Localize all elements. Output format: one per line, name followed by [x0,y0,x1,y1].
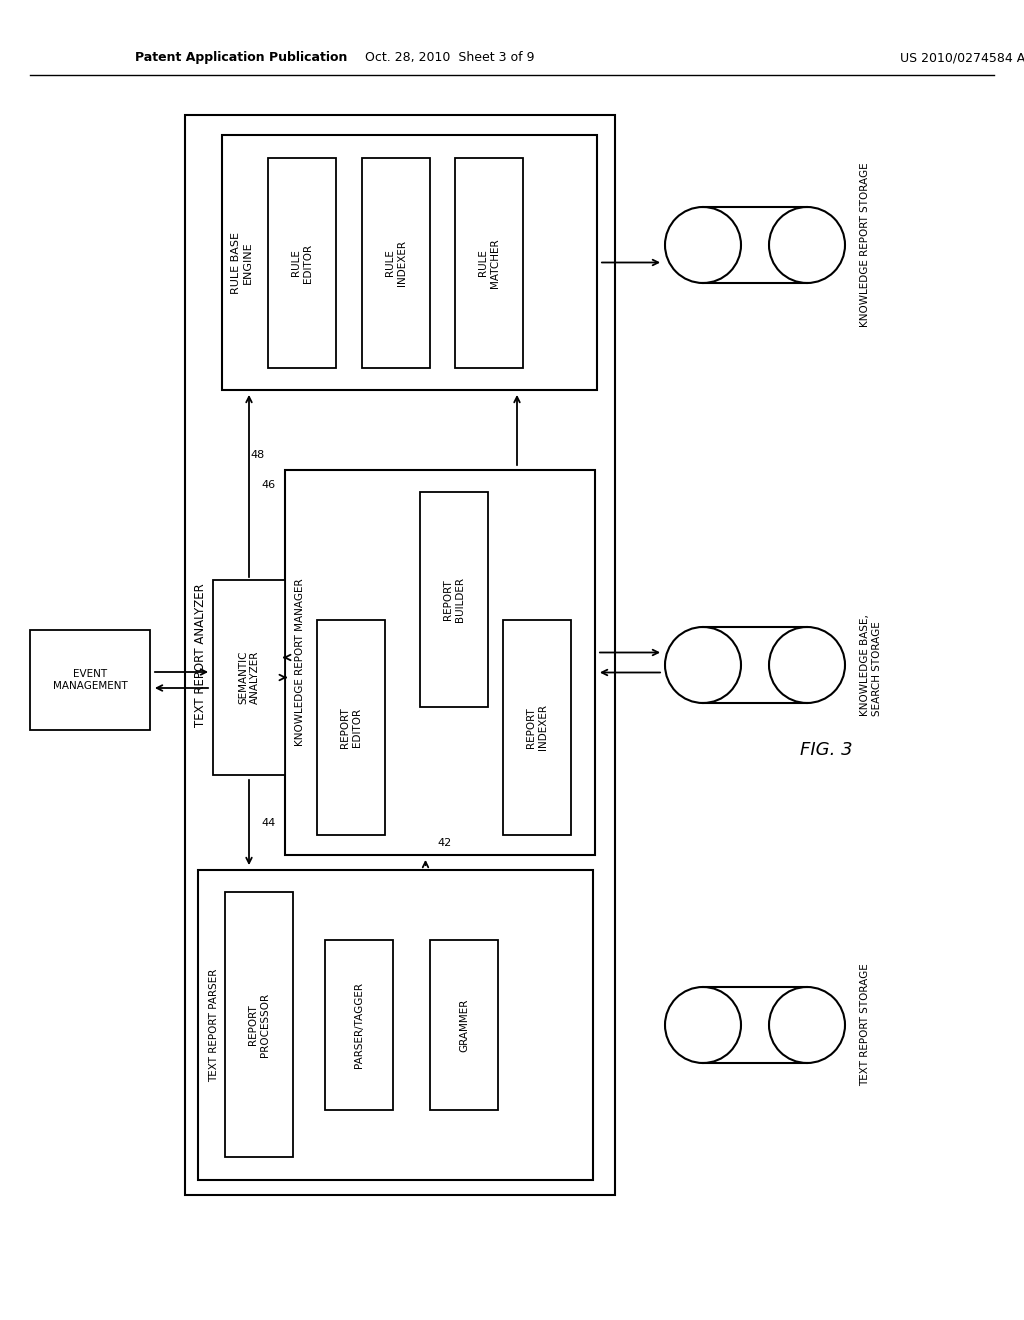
Text: GRAMMER: GRAMMER [459,998,469,1052]
Bar [703,207,807,282]
Text: REPORT
BUILDER: REPORT BUILDER [443,577,465,622]
Text: KNOWLEDGE BASE,
SEARCH STORAGE: KNOWLEDGE BASE, SEARCH STORAGE [860,614,882,715]
Text: PARSER/TAGGER: PARSER/TAGGER [354,982,364,1068]
Bar [455,158,523,368]
Bar [703,627,807,704]
Bar [222,135,597,389]
Bar [362,158,430,368]
Text: TEXT REPORT PARSER: TEXT REPORT PARSER [209,969,219,1081]
Text: REPORT
PROCESSOR: REPORT PROCESSOR [248,993,269,1056]
Bar [185,115,615,1195]
Bar [430,940,498,1110]
Text: Patent Application Publication: Patent Application Publication [135,51,347,65]
Ellipse shape [769,987,845,1063]
Text: TEXT REPORT ANALYZER: TEXT REPORT ANALYZER [194,583,207,727]
Ellipse shape [665,207,741,282]
Ellipse shape [665,987,741,1063]
Text: RULE BASE
ENGINE: RULE BASE ENGINE [231,231,253,293]
Bar [213,579,285,775]
Ellipse shape [769,207,845,282]
Text: REPORT
EDITOR: REPORT EDITOR [340,708,361,748]
Bar [325,940,393,1110]
Bar [317,620,385,836]
Text: REPORT
INDEXER: REPORT INDEXER [526,705,548,751]
Text: RULE
EDITOR: RULE EDITOR [291,243,312,282]
Bar [420,492,488,708]
Bar [503,620,571,836]
Bar [268,158,336,368]
Ellipse shape [665,627,741,704]
Text: FIG. 3: FIG. 3 [800,741,853,759]
Ellipse shape [769,627,845,704]
Bar [225,892,293,1158]
Text: Oct. 28, 2010  Sheet 3 of 9: Oct. 28, 2010 Sheet 3 of 9 [366,51,535,65]
Text: EVENT
MANAGEMENT: EVENT MANAGEMENT [52,669,127,690]
Bar [285,470,595,855]
Text: KNOWLEDGE REPORT MANAGER: KNOWLEDGE REPORT MANAGER [295,578,305,746]
Text: RULE
MATCHER: RULE MATCHER [478,238,500,288]
Bar [198,870,593,1180]
Text: 46: 46 [261,480,275,490]
Text: 44: 44 [261,817,275,828]
Text: 48: 48 [250,450,264,459]
Text: US 2010/0274584 A1: US 2010/0274584 A1 [900,51,1024,65]
Text: KNOWLEDGE REPORT STORAGE: KNOWLEDGE REPORT STORAGE [860,162,870,327]
Text: 42: 42 [437,837,452,847]
Text: TEXT REPORT STORAGE: TEXT REPORT STORAGE [860,964,870,1086]
Bar [30,630,150,730]
Bar [703,987,807,1063]
Text: RULE
INDEXER: RULE INDEXER [385,240,407,286]
Text: SEMANTIC
ANALYZER: SEMANTIC ANALYZER [239,651,260,705]
